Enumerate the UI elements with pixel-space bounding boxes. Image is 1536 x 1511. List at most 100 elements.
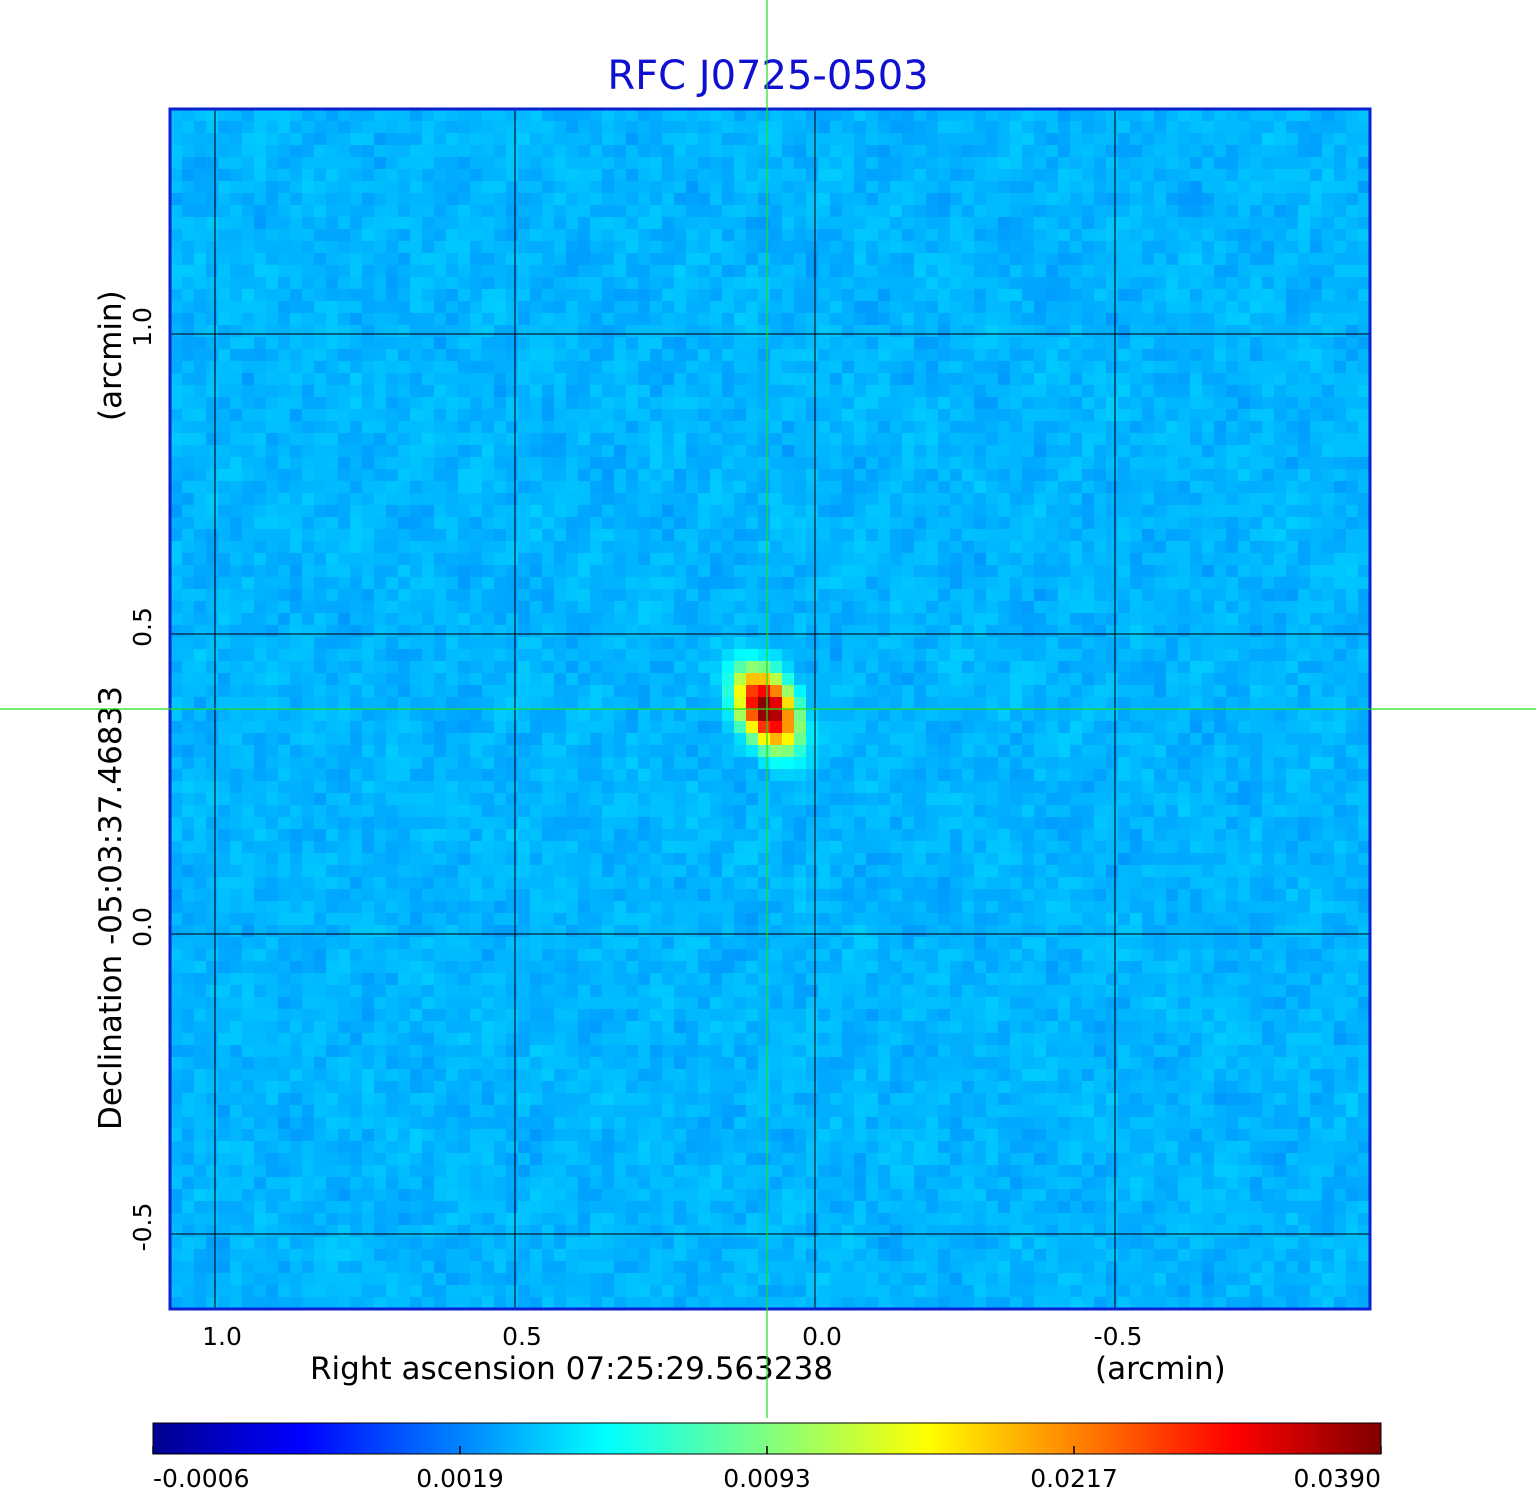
image-pixel	[926, 517, 939, 530]
image-pixel	[746, 649, 759, 662]
image-pixel	[578, 529, 591, 542]
image-pixel	[470, 253, 483, 266]
image-pixel	[662, 373, 675, 386]
image-pixel	[458, 277, 471, 290]
image-pixel	[962, 469, 975, 482]
image-pixel	[218, 685, 231, 698]
image-pixel	[362, 433, 375, 446]
image-pixel	[554, 397, 567, 410]
image-pixel	[578, 253, 591, 266]
image-pixel	[518, 121, 531, 134]
image-pixel	[1214, 109, 1227, 122]
image-pixel	[1322, 517, 1335, 530]
image-pixel	[926, 601, 939, 614]
image-pixel	[734, 589, 747, 602]
image-pixel	[602, 601, 615, 614]
image-pixel	[758, 685, 771, 698]
image-pixel	[386, 325, 399, 338]
image-pixel	[674, 373, 687, 386]
image-pixel	[926, 457, 939, 470]
image-pixel	[1118, 529, 1131, 542]
image-pixel	[566, 673, 579, 686]
image-pixel	[1202, 685, 1215, 698]
image-pixel	[350, 397, 363, 410]
image-pixel	[770, 301, 783, 314]
image-pixel	[446, 673, 459, 686]
image-pixel	[1262, 673, 1275, 686]
image-pixel	[650, 325, 663, 338]
image-pixel	[182, 673, 195, 686]
image-pixel	[446, 625, 459, 638]
image-pixel	[1310, 397, 1323, 410]
image-pixel	[890, 469, 903, 482]
image-pixel	[1130, 301, 1143, 314]
image-pixel	[650, 373, 663, 386]
image-pixel	[266, 685, 279, 698]
image-pixel	[854, 661, 867, 674]
image-pixel	[1322, 337, 1335, 350]
image-pixel	[1142, 253, 1155, 266]
image-pixel	[302, 217, 315, 230]
image-pixel	[230, 529, 243, 542]
image-pixel	[650, 349, 663, 362]
image-pixel	[614, 397, 627, 410]
image-pixel	[350, 229, 363, 242]
image-pixel	[662, 181, 675, 194]
image-pixel	[830, 457, 843, 470]
image-pixel	[782, 505, 795, 518]
image-pixel	[266, 253, 279, 266]
image-pixel	[338, 421, 351, 434]
image-pixel	[1106, 457, 1119, 470]
image-pixel	[422, 301, 435, 314]
image-pixel	[662, 517, 675, 530]
image-pixel	[434, 553, 447, 566]
image-pixel	[386, 217, 399, 230]
image-pixel	[1070, 469, 1083, 482]
image-pixel	[1082, 349, 1095, 362]
image-pixel	[230, 589, 243, 602]
image-pixel	[194, 409, 207, 422]
image-pixel	[590, 469, 603, 482]
image-pixel	[1226, 433, 1239, 446]
image-pixel	[398, 661, 411, 674]
image-pixel	[350, 145, 363, 158]
image-pixel	[794, 325, 807, 338]
image-pixel	[734, 541, 747, 554]
image-pixel	[590, 601, 603, 614]
image-pixel	[1190, 157, 1203, 170]
image-pixel	[422, 661, 435, 674]
image-pixel	[674, 541, 687, 554]
image-pixel	[1250, 241, 1263, 254]
image-pixel	[878, 145, 891, 158]
image-pixel	[374, 673, 387, 686]
image-pixel	[758, 121, 771, 134]
image-pixel	[410, 277, 423, 290]
image-pixel	[962, 205, 975, 218]
image-pixel	[902, 181, 915, 194]
image-pixel	[266, 661, 279, 674]
image-pixel	[998, 481, 1011, 494]
image-pixel	[962, 661, 975, 674]
image-pixel	[638, 673, 651, 686]
image-pixel	[554, 325, 567, 338]
image-pixel	[650, 277, 663, 290]
image-pixel	[458, 229, 471, 242]
image-pixel	[662, 133, 675, 146]
image-pixel	[398, 133, 411, 146]
image-pixel	[986, 553, 999, 566]
image-pixel	[1322, 325, 1335, 338]
image-pixel	[602, 289, 615, 302]
image-pixel	[650, 217, 663, 230]
image-pixel	[1274, 457, 1287, 470]
image-pixel	[542, 157, 555, 170]
image-pixel	[962, 553, 975, 566]
image-pixel	[878, 277, 891, 290]
image-pixel	[290, 421, 303, 434]
image-pixel	[710, 145, 723, 158]
image-pixel	[830, 589, 843, 602]
image-pixel	[1274, 493, 1287, 506]
image-pixel	[554, 241, 567, 254]
image-pixel	[1106, 169, 1119, 182]
image-pixel	[410, 481, 423, 494]
image-pixel	[902, 457, 915, 470]
